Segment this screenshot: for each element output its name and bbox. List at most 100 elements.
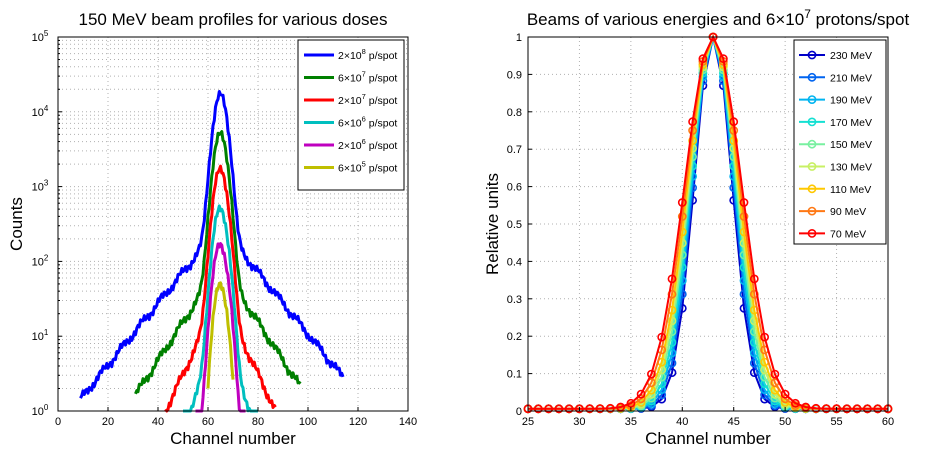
legend-label: 170 MeV — [830, 117, 872, 129]
data-point — [688, 117, 697, 127]
y-tick-label: 103 — [32, 179, 49, 194]
chart-title: Beams of various energies and 6×107 prot… — [527, 7, 910, 29]
data-point — [749, 316, 759, 326]
y-tick-label: 0.9 — [507, 69, 522, 81]
tick-exponent: 5 — [44, 29, 49, 38]
y-tick-label: 0.5 — [507, 219, 522, 231]
legend-marker — [807, 50, 817, 60]
y-tick-label: 105 — [32, 29, 49, 44]
data-point — [811, 403, 821, 413]
legend-label: 2×108 p/spot — [338, 47, 397, 62]
legend-label-part: p/spot — [366, 118, 398, 130]
data-point — [749, 274, 759, 284]
x-tick-label: 40 — [152, 416, 164, 428]
data-point — [791, 398, 800, 408]
legend-label-exponent: 7 — [362, 92, 366, 101]
legend-label-exponent: 8 — [362, 47, 366, 56]
x-tick-label: 30 — [573, 416, 585, 428]
tick-exponent: 3 — [44, 179, 49, 188]
series-lines — [79, 90, 345, 413]
tick-exponent: 2 — [44, 253, 49, 262]
data-point — [595, 404, 605, 413]
legend: 230 MeV 210 MeV 190 MeV 170 MeV 150 MeV 130 M… — [793, 39, 887, 245]
legend-label: 6×105 p/spot — [338, 160, 397, 175]
x-tick-label: 35 — [625, 416, 637, 428]
x-axis-label: Channel number — [170, 429, 296, 448]
data-point — [605, 403, 615, 413]
y-tick-label: 0.3 — [507, 294, 522, 306]
data-point — [544, 404, 553, 414]
data-point — [739, 212, 749, 221]
tick-base: 10 — [32, 107, 44, 119]
x-tick-label: 55 — [830, 416, 842, 428]
data-point — [647, 369, 656, 379]
legend-label-exponent: 6 — [362, 137, 366, 146]
data-point — [636, 389, 646, 399]
y-tick-label: 0.6 — [507, 182, 522, 194]
series-lines — [523, 32, 893, 414]
legend-label: 70 MeV — [830, 228, 866, 240]
data-point — [863, 404, 872, 414]
y-tick-label: 0.7 — [507, 144, 522, 156]
series-line — [206, 281, 235, 389]
data-point — [585, 404, 595, 414]
x-tick-label: 50 — [779, 416, 791, 428]
series-line — [195, 242, 246, 413]
data-point — [719, 54, 728, 64]
y-tick-label: 102 — [32, 253, 49, 268]
data-point — [626, 398, 636, 408]
y-tick-label: 0.8 — [507, 107, 522, 119]
legend-marker — [807, 228, 817, 238]
x-axis-label: Channel number — [645, 429, 771, 448]
legend-marker — [807, 139, 817, 149]
y-tick-label: 104 — [32, 104, 49, 119]
x-tick-label: 20 — [102, 416, 114, 428]
chart-dose-profiles: 150 MeV beam profiles for various doses … — [7, 10, 417, 448]
tick-exponent: 1 — [44, 328, 49, 337]
legend-label-exponent: 5 — [362, 160, 366, 169]
data-point — [770, 369, 780, 379]
x-tick-label: 100 — [299, 416, 317, 428]
legend-label-part: 2×10 — [338, 95, 362, 107]
legend-label: 6×107 p/spot — [338, 70, 397, 85]
legend-marker — [807, 95, 817, 104]
data-point — [760, 332, 769, 342]
legend-label: 190 MeV — [830, 95, 872, 107]
data-point — [821, 404, 831, 413]
data-point — [873, 404, 883, 414]
x-tick-label: 120 — [349, 416, 367, 428]
data-point — [657, 332, 667, 342]
tick-exponent: 4 — [44, 104, 49, 113]
legend-label-part: 6×10 — [338, 118, 362, 130]
legend-label-part: p/spot — [366, 140, 398, 152]
legend-label: 6×106 p/spot — [338, 115, 397, 130]
tick-base: 10 — [32, 182, 44, 194]
data-point — [729, 117, 739, 127]
data-point — [842, 404, 852, 414]
x-tick-label: 0 — [55, 416, 61, 428]
legend-marker — [807, 184, 817, 194]
data-point — [575, 404, 584, 414]
tick-exponent: 0 — [44, 403, 49, 412]
y-tick-label: 101 — [32, 328, 49, 343]
data-point — [533, 404, 543, 414]
y-tick-label: 100 — [32, 403, 49, 418]
data-point — [780, 389, 790, 399]
title-exponent: 7 — [804, 7, 811, 21]
legend-label-part: p/spot — [366, 73, 398, 85]
legend-label: 2×107 p/spot — [338, 92, 397, 107]
x-tick-label: 60 — [882, 416, 894, 428]
legend-label-part: 6×10 — [338, 163, 362, 175]
x-tick-label: 60 — [202, 416, 214, 428]
tick-base: 10 — [32, 331, 44, 343]
legend-marker — [807, 162, 817, 171]
y-tick-label: 0.1 — [507, 369, 522, 381]
chart-title: 150 MeV beam profiles for various doses — [79, 10, 388, 29]
data-point — [677, 212, 687, 221]
legend-box — [297, 39, 405, 191]
x-tick-label: 25 — [522, 416, 534, 428]
chart-energy-profiles: Beams of various energies and 6×107 prot… — [483, 7, 909, 448]
series-line — [134, 130, 302, 395]
